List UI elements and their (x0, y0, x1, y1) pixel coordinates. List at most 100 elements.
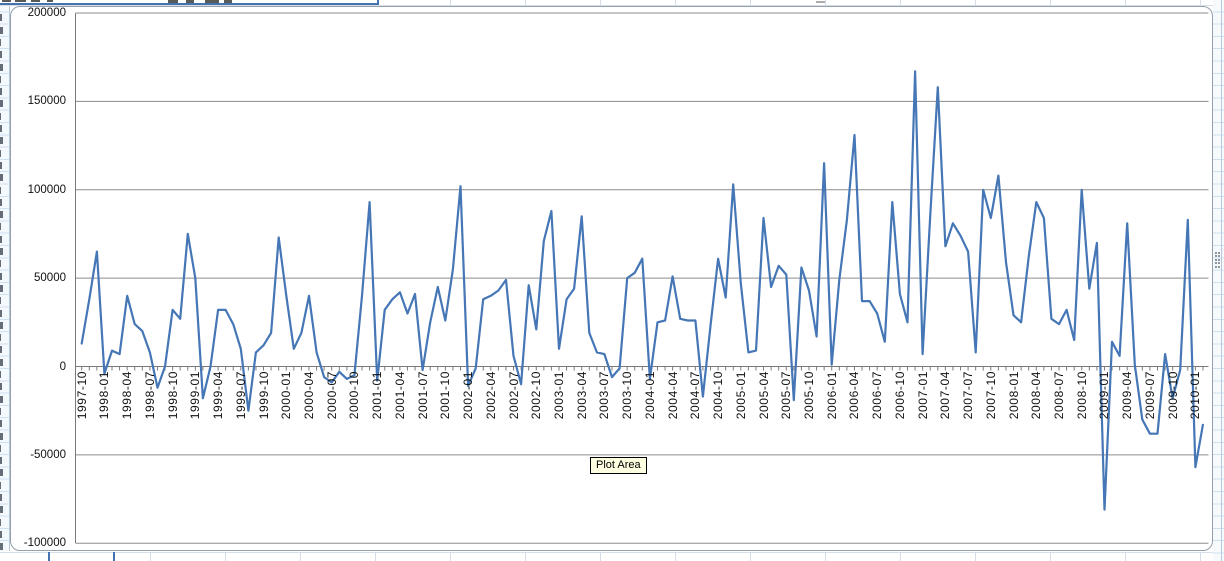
category-axis-tick-label[interactable]: 2008-04 (1029, 371, 1044, 420)
category-axis-tick-label[interactable]: 2000-10 (347, 371, 362, 420)
column-border (1200, 0, 1201, 5)
category-axis-tick-label[interactable]: 2002-07 (506, 371, 521, 420)
category-axis-tick-label[interactable]: 2000-04 (301, 371, 316, 420)
category-axis-tick-label[interactable]: 1997-10 (74, 371, 89, 420)
category-axis-tick-label[interactable]: 2005-04 (756, 371, 771, 420)
column-border (1050, 553, 1051, 561)
category-axis-tick-label[interactable]: 2004-07 (688, 371, 703, 420)
clipped-cell-text-fragment (0, 334, 1, 342)
value-axis-tick-label[interactable]: 50000 (34, 272, 66, 285)
column-border (1125, 0, 1126, 5)
column-border (225, 553, 226, 561)
source-range-border (48, 552, 50, 561)
value-axis-tick-label[interactable]: 0 (59, 360, 66, 373)
value-axis-tick-label[interactable]: 150000 (27, 95, 66, 108)
clipped-cell-text-fragment (0, 506, 3, 514)
value-axis-tick-label[interactable]: -50000 (30, 448, 66, 461)
column-border (900, 0, 901, 5)
category-axis-tick-label[interactable]: 2007-04 (938, 371, 953, 420)
category-axis-tick-label[interactable]: 1998-04 (120, 371, 135, 420)
category-axis-tick-label[interactable]: 2010-01 (1188, 371, 1203, 420)
clipped-cell-text-fragment (0, 51, 2, 59)
value-axis-tick-label[interactable]: -100000 (23, 537, 66, 550)
category-axis-tick-label[interactable]: 2007-10 (983, 371, 998, 420)
clipped-cell-text-fragment (0, 518, 1, 526)
clipped-cell-text-fragment (0, 75, 1, 83)
column-border (450, 0, 451, 5)
category-axis-tick-label[interactable]: 2006-07 (870, 371, 885, 420)
selection-handle-dot (1218, 262, 1220, 265)
category-axis-tick-label[interactable]: 2009-10 (1165, 371, 1180, 420)
category-axis-tick-label[interactable]: 2002-10 (529, 371, 544, 420)
worksheet-top-row-strip[interactable] (0, 0, 1224, 6)
category-axis-tick-label[interactable]: 1999-04 (211, 371, 226, 420)
clipped-cell-text-fragment (0, 358, 3, 366)
category-axis-tick-label[interactable]: 2003-01 (551, 371, 566, 420)
selection-handle-dot (1218, 258, 1220, 261)
data-series-line[interactable] (80, 70, 1205, 511)
clipped-cell-text-fragment (205, 0, 219, 3)
category-axis-tick-label[interactable]: 2008-01 (1006, 371, 1021, 420)
category-axis-tick-label[interactable]: 2005-01 (733, 371, 748, 420)
clipped-cell-text-fragment (0, 260, 1, 268)
category-axis-tick-label[interactable]: 2000-01 (279, 371, 294, 420)
category-axis-tick-label[interactable]: 2003-10 (620, 371, 635, 420)
clipped-cell-text-fragment (0, 457, 2, 465)
clipped-cell-text-fragment (0, 371, 1, 378)
clipped-cell-text-fragment (0, 432, 3, 440)
worksheet-left-column-strip[interactable] (0, 0, 10, 561)
clipped-cell-text-fragment (0, 321, 3, 329)
column-border (300, 553, 301, 561)
clipped-cell-text-fragment (2, 0, 11, 2)
category-axis-tick-label[interactable]: 1998-07 (142, 371, 157, 420)
clipped-cell-text-fragment (0, 100, 3, 108)
category-axis-tick-label[interactable]: 1999-01 (188, 371, 203, 420)
clipped-cell-text-fragment (0, 88, 2, 96)
category-axis-tick-label[interactable]: 2006-04 (847, 371, 862, 420)
category-axis-tick-label[interactable]: 2002-04 (483, 371, 498, 420)
column-border (750, 0, 751, 5)
category-axis-tick-label[interactable]: 1998-10 (165, 371, 180, 420)
clipped-cell-text-fragment (0, 198, 2, 206)
category-axis-tick-label[interactable]: 2008-07 (1052, 371, 1066, 420)
category-axis-tick-label[interactable]: 1998-01 (97, 371, 112, 420)
clipped-cell-text-fragment (0, 481, 1, 489)
category-axis-tick-label[interactable]: 2008-10 (1074, 371, 1089, 420)
source-range-border-top (0, 3, 378, 5)
category-axis-tick-label[interactable]: 2001-04 (392, 371, 407, 420)
clipped-cell-text-fragment (0, 420, 2, 428)
worksheet-bottom-row-strip[interactable]: 2005-12 115004 ···· (0, 551, 1224, 561)
clipped-cell-text-fragment (0, 309, 2, 317)
category-axis-tick-label[interactable]: 2000-07 (324, 371, 339, 420)
category-axis-tick-label[interactable]: 2004-10 (711, 371, 726, 420)
category-axis-tick-label[interactable]: 2001-07 (415, 371, 430, 420)
category-axis-tick-label[interactable]: 1999-07 (233, 371, 248, 420)
category-axis-tick-label[interactable]: 2004-01 (642, 371, 657, 420)
category-axis-tick-label[interactable]: 2003-04 (574, 371, 589, 420)
category-axis-tick-label[interactable]: 2007-01 (915, 371, 930, 420)
category-axis-tick-label[interactable]: 2009-07 (1142, 371, 1157, 420)
category-axis-tick-label[interactable]: 1999-10 (256, 371, 271, 420)
column-border (825, 553, 826, 561)
category-axis-tick-label[interactable]: 2001-01 (370, 371, 385, 420)
category-axis-tick-label[interactable]: 2002-01 (461, 371, 476, 420)
clipped-cell-text-fragment (0, 235, 2, 243)
category-axis-tick-label[interactable]: 2007-07 (961, 371, 976, 420)
category-axis-tick-label[interactable]: 2006-10 (892, 371, 907, 420)
value-axis-tick-label[interactable]: 100000 (27, 183, 66, 196)
category-axis-tick-label[interactable]: 2009-04 (1120, 371, 1135, 420)
category-axis-tick-label[interactable]: 2003-07 (597, 371, 612, 420)
category-axis-tick-label[interactable]: 2001-10 (438, 371, 453, 420)
clipped-cell-text-fragment (186, 0, 194, 3)
category-axis-tick-label[interactable]: 2004-04 (665, 371, 680, 420)
category-axis-tick-label[interactable]: 2005-10 (801, 371, 816, 420)
category-axis-tick-label[interactable]: 2005-07 (779, 371, 794, 420)
selection-handle-dot (1218, 252, 1220, 254)
selection-handle-dot (1215, 262, 1217, 265)
value-axis-tick-label[interactable]: 200000 (27, 7, 66, 19)
category-axis-tick-label[interactable]: 2006-01 (824, 371, 839, 420)
worksheet-right-column-strip[interactable] (1213, 0, 1224, 561)
category-axis-tick-label[interactable]: 2009-01 (1097, 371, 1112, 420)
column-border (600, 0, 601, 5)
clipped-cell-text-fragment (0, 383, 2, 391)
